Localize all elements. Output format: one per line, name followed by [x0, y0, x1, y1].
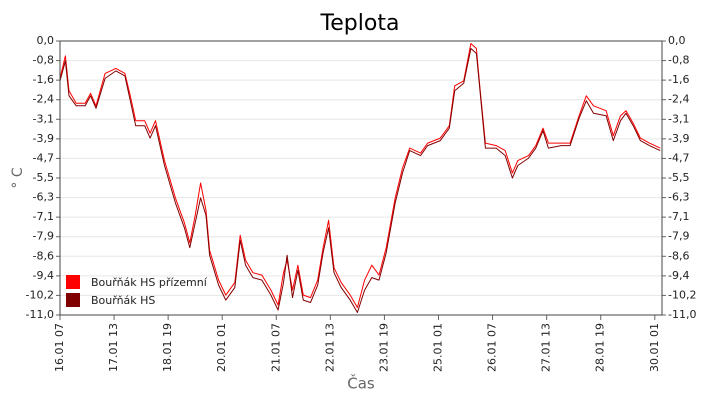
y-tick-label: -8,6: [33, 249, 54, 262]
legend-label: Bouřňák HS: [91, 294, 155, 307]
y2-tick-label: -1,6: [668, 73, 689, 86]
plot-frame: [59, 40, 663, 316]
y-tick-label: -6,3: [33, 191, 54, 204]
y2-tick-label: -8,6: [668, 249, 689, 262]
y-tick-label: -7,9: [33, 230, 54, 243]
y-tick-label: -0,8: [33, 54, 54, 67]
series-line: [59, 48, 661, 313]
legend-swatch: [66, 293, 80, 307]
y-tick-label: -4,7: [33, 151, 54, 164]
x-tick-label: 18.01 19: [161, 323, 174, 372]
y-tick-label: 0,0: [37, 34, 55, 47]
y2-tick-label: -0,8: [668, 54, 689, 67]
y2-tick-label: -3,9: [668, 132, 689, 145]
y-tick-label: -10,2: [26, 288, 54, 301]
y-tick-label: -1,6: [33, 73, 54, 86]
legend-swatch: [66, 275, 80, 289]
x-axis-label: Čas: [347, 374, 375, 393]
x-tick-label: 30.01 01: [648, 323, 661, 372]
y-tick-label: -9,4: [33, 269, 54, 282]
y2-tick-label: -10,2: [668, 288, 696, 301]
chart-title: Teplota: [320, 11, 400, 36]
y2-tick-label: -2,4: [668, 93, 689, 106]
x-tick-label: 28.01 19: [594, 323, 607, 372]
y2-tick-label: -9,4: [668, 269, 689, 282]
y-tick-label: -11,0: [26, 308, 54, 321]
y-axis-label: ° C: [10, 167, 26, 188]
y-tick-label: -2,4: [33, 93, 54, 106]
x-tick-label: 26.01 07: [486, 323, 499, 372]
y-tick-label: -7,1: [33, 210, 54, 223]
y2-tick-label: -7,9: [668, 230, 689, 243]
y2-tick-label: -7,1: [668, 210, 689, 223]
x-tick-label: 27.01 13: [540, 323, 553, 372]
y2-tick-label: -4,7: [668, 151, 689, 164]
x-tick-label: 25.01 01: [432, 323, 445, 372]
series-line: [59, 43, 661, 308]
x-tick-label: 21.01 07: [269, 323, 282, 372]
y2-tick-label: -6,3: [668, 191, 689, 204]
y2-tick-label: 0,0: [668, 34, 686, 47]
y-tick-label: -5,5: [33, 171, 54, 184]
x-tick-label: 23.01 19: [377, 323, 390, 372]
x-tick-label: 16.01 07: [53, 323, 66, 372]
y2-tick-label: -3,1: [668, 112, 689, 125]
y2-tick-label: -5,5: [668, 171, 689, 184]
x-tick-label: 20.01 01: [215, 323, 228, 372]
x-tick-label: 22.01 13: [323, 323, 336, 372]
y2-tick-label: -11,0: [668, 308, 696, 321]
x-tick-label: 17.01 13: [107, 323, 120, 372]
legend-label: Bouřňák HS přízemní: [91, 276, 208, 289]
y-tick-label: -3,1: [33, 112, 54, 125]
y-tick-label: -3,9: [33, 132, 54, 145]
